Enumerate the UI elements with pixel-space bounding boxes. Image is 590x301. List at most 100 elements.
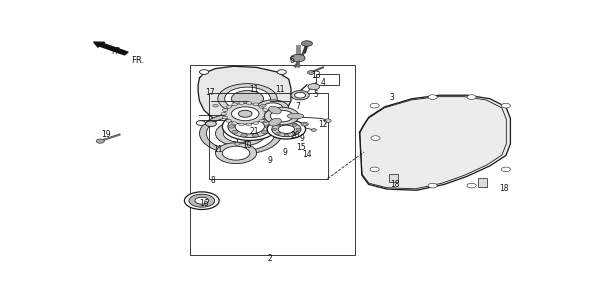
Text: 9: 9 bbox=[283, 147, 287, 157]
Circle shape bbox=[284, 121, 293, 125]
Circle shape bbox=[272, 122, 301, 137]
Circle shape bbox=[263, 103, 283, 113]
Circle shape bbox=[189, 194, 215, 207]
Text: 18: 18 bbox=[391, 180, 400, 189]
Circle shape bbox=[428, 95, 437, 99]
Circle shape bbox=[232, 122, 237, 125]
Bar bbox=[477, 178, 487, 187]
Circle shape bbox=[218, 84, 277, 114]
Circle shape bbox=[221, 112, 227, 115]
Circle shape bbox=[259, 105, 264, 108]
Circle shape bbox=[261, 119, 268, 123]
Circle shape bbox=[311, 129, 317, 131]
Circle shape bbox=[239, 123, 244, 126]
Text: 3: 3 bbox=[389, 93, 394, 102]
Circle shape bbox=[253, 103, 258, 106]
Circle shape bbox=[502, 167, 510, 172]
Text: 9: 9 bbox=[300, 134, 305, 143]
Circle shape bbox=[261, 104, 266, 107]
Circle shape bbox=[222, 113, 277, 141]
Circle shape bbox=[222, 109, 228, 111]
Circle shape bbox=[195, 197, 209, 204]
Bar bbox=[209, 93, 327, 179]
Text: 2: 2 bbox=[268, 254, 273, 263]
Circle shape bbox=[259, 119, 264, 122]
Text: 19: 19 bbox=[101, 130, 110, 139]
Text: FR.: FR. bbox=[112, 47, 123, 56]
Circle shape bbox=[277, 70, 286, 74]
Circle shape bbox=[428, 183, 437, 188]
Text: 15: 15 bbox=[297, 143, 306, 152]
Circle shape bbox=[231, 107, 259, 121]
Circle shape bbox=[263, 109, 268, 111]
Text: FR.: FR. bbox=[131, 56, 144, 65]
Circle shape bbox=[264, 112, 270, 115]
Circle shape bbox=[257, 100, 289, 116]
Circle shape bbox=[284, 134, 289, 136]
Text: 5: 5 bbox=[314, 90, 319, 99]
Circle shape bbox=[301, 41, 313, 46]
Text: 12: 12 bbox=[318, 120, 327, 129]
Circle shape bbox=[270, 110, 293, 122]
Circle shape bbox=[291, 91, 309, 100]
Circle shape bbox=[253, 116, 258, 119]
Text: 6: 6 bbox=[290, 56, 295, 65]
Text: 17: 17 bbox=[206, 88, 215, 98]
Circle shape bbox=[307, 71, 314, 74]
Circle shape bbox=[276, 132, 280, 135]
Circle shape bbox=[265, 125, 271, 128]
Circle shape bbox=[278, 125, 294, 133]
Polygon shape bbox=[359, 95, 510, 190]
Circle shape bbox=[276, 124, 280, 126]
Circle shape bbox=[263, 116, 268, 119]
Text: 9: 9 bbox=[267, 156, 272, 165]
Text: 16: 16 bbox=[199, 199, 209, 208]
Circle shape bbox=[223, 125, 258, 142]
Circle shape bbox=[502, 103, 510, 108]
Circle shape bbox=[215, 143, 257, 164]
Circle shape bbox=[253, 134, 258, 137]
Circle shape bbox=[308, 84, 320, 90]
Circle shape bbox=[303, 123, 306, 125]
Text: 10: 10 bbox=[242, 141, 251, 150]
Circle shape bbox=[238, 110, 252, 117]
Circle shape bbox=[228, 115, 272, 138]
Bar bbox=[191, 65, 355, 255]
Circle shape bbox=[293, 132, 297, 135]
Text: 13: 13 bbox=[312, 71, 321, 80]
Circle shape bbox=[232, 119, 238, 123]
Text: 14: 14 bbox=[302, 150, 312, 159]
Text: 11: 11 bbox=[276, 85, 285, 94]
Ellipse shape bbox=[269, 118, 281, 126]
Circle shape bbox=[185, 192, 219, 209]
Circle shape bbox=[467, 183, 476, 188]
Circle shape bbox=[213, 104, 218, 107]
Circle shape bbox=[239, 102, 244, 104]
Circle shape bbox=[228, 125, 235, 128]
Text: 4: 4 bbox=[320, 78, 326, 87]
Circle shape bbox=[235, 119, 264, 134]
Text: 11: 11 bbox=[213, 145, 222, 154]
Circle shape bbox=[253, 122, 258, 125]
Text: 7: 7 bbox=[296, 102, 300, 111]
Circle shape bbox=[232, 130, 238, 134]
Circle shape bbox=[226, 105, 231, 108]
Circle shape bbox=[205, 121, 217, 126]
Text: 11: 11 bbox=[250, 85, 259, 95]
Circle shape bbox=[215, 121, 266, 146]
Text: 8: 8 bbox=[211, 176, 215, 185]
Circle shape bbox=[261, 130, 268, 134]
Circle shape bbox=[284, 122, 289, 124]
Circle shape bbox=[324, 119, 331, 123]
Circle shape bbox=[199, 70, 209, 74]
Circle shape bbox=[246, 102, 252, 104]
Circle shape bbox=[467, 95, 476, 99]
Polygon shape bbox=[198, 66, 291, 127]
Circle shape bbox=[371, 136, 380, 140]
Circle shape bbox=[196, 121, 205, 125]
Text: 20: 20 bbox=[291, 131, 300, 140]
Circle shape bbox=[232, 103, 237, 106]
Circle shape bbox=[264, 107, 299, 125]
Circle shape bbox=[225, 87, 270, 110]
Circle shape bbox=[370, 167, 379, 172]
